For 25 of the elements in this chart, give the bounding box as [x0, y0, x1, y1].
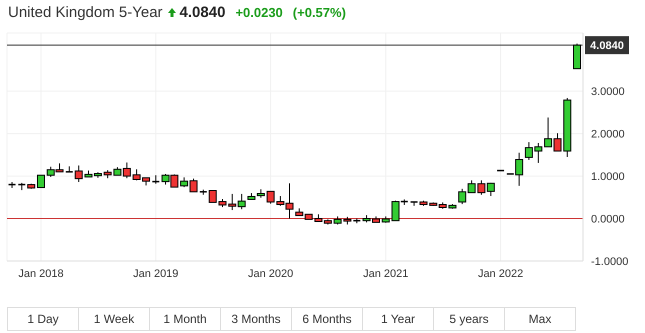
text: +0.0230	[235, 5, 283, 20]
y-tick-label: 2.0000	[591, 128, 625, 141]
x-tick-label: Jan 2020	[248, 268, 294, 280]
y-tick-label: 0.0000	[591, 213, 625, 226]
x-tick-label: Jan 2018	[18, 268, 64, 280]
x-tick-label: Jan 2021	[363, 268, 408, 280]
text: 4.0840	[180, 4, 226, 21]
x-tick-label: Jan 2019	[133, 268, 178, 280]
text: 6 Months	[291, 307, 363, 331]
y-tick-label: -1.0000	[591, 256, 628, 268]
y-tick-label: 3.0000	[591, 86, 625, 98]
text: 1 Month	[149, 307, 221, 331]
candlestick	[410, 201, 418, 206]
y-tick-label: 1.0000	[591, 170, 625, 183]
text: 1 Day	[7, 307, 79, 331]
text: 5 years	[433, 307, 505, 331]
x-tick-label: Jan 2022	[478, 268, 524, 280]
chart-title: United Kingdom 5-Year	[8, 4, 163, 21]
text: (+0.57%)	[292, 5, 346, 20]
text: 1 Year	[362, 307, 434, 331]
text: 3 Months	[220, 307, 292, 331]
text: Max	[504, 307, 576, 331]
text: 1 Week	[78, 307, 150, 331]
candlestick	[573, 43, 582, 70]
ref-line-label: 4.0840	[590, 40, 624, 52]
